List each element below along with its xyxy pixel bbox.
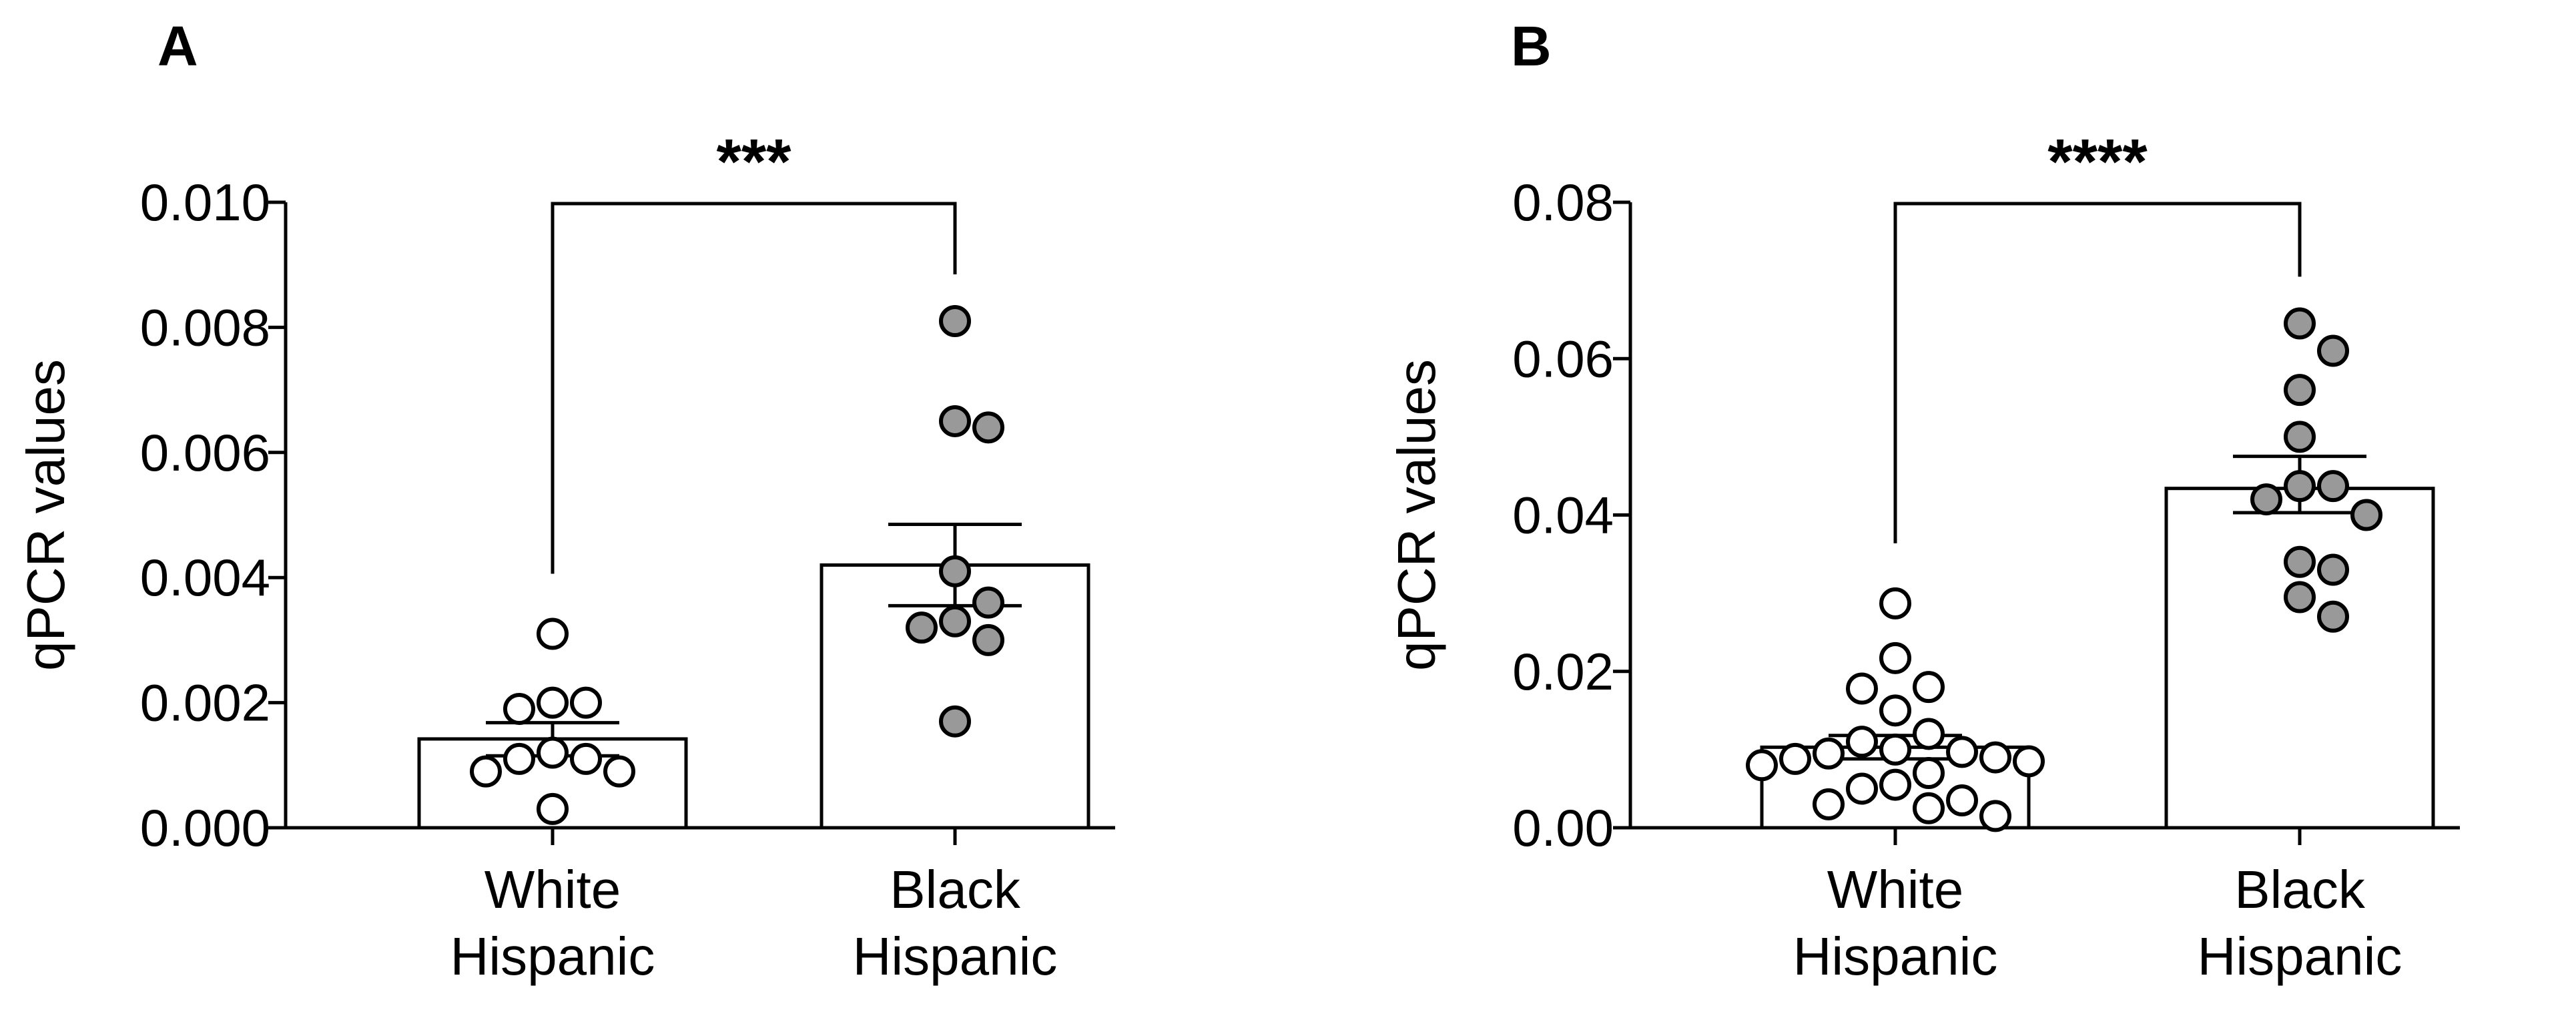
data-point bbox=[2317, 470, 2349, 503]
data-point bbox=[2284, 307, 2316, 340]
data-point bbox=[2284, 470, 2316, 503]
x-category-label: White bbox=[1827, 860, 1964, 919]
x-category-label: Black bbox=[890, 860, 1021, 919]
data-point bbox=[1879, 587, 1911, 619]
y-tick-label: 0.00 bbox=[1512, 798, 1614, 857]
x-category-label: White bbox=[485, 860, 621, 919]
data-point bbox=[2013, 745, 2045, 778]
data-point bbox=[503, 742, 535, 775]
data-point bbox=[939, 605, 971, 638]
significance-label: **** bbox=[2047, 126, 2148, 198]
y-axis-title: qPCR values bbox=[1387, 359, 1446, 671]
data-point bbox=[1913, 671, 1945, 704]
data-point bbox=[1979, 800, 2011, 832]
data-point bbox=[939, 405, 971, 437]
data-point bbox=[503, 692, 535, 725]
data-point bbox=[2317, 600, 2349, 633]
y-tick-label: 0.006 bbox=[140, 423, 270, 482]
data-point bbox=[537, 736, 569, 769]
y-axis-title: qPCR values bbox=[16, 359, 75, 671]
data-point bbox=[2284, 421, 2316, 453]
data-point bbox=[1779, 742, 1811, 775]
data-point bbox=[2350, 499, 2382, 531]
data-point bbox=[1846, 726, 1878, 758]
data-point bbox=[1913, 757, 1945, 790]
significance-bracket bbox=[551, 202, 957, 574]
data-point bbox=[1746, 749, 1778, 782]
x-category-label: Black bbox=[2234, 860, 2366, 919]
y-tick-label: 0.04 bbox=[1512, 486, 1614, 545]
data-point bbox=[1813, 737, 1845, 770]
data-point bbox=[2317, 334, 2349, 367]
data-point bbox=[1846, 772, 1878, 805]
data-point bbox=[537, 792, 569, 825]
data-point bbox=[906, 611, 938, 644]
data-point bbox=[972, 623, 1004, 656]
data-point bbox=[570, 686, 602, 719]
data-point bbox=[537, 686, 569, 719]
y-tick-label: 0.008 bbox=[140, 298, 270, 356]
data-point bbox=[1813, 788, 1845, 820]
data-point bbox=[2284, 374, 2316, 407]
y-tick-label: 0.002 bbox=[140, 674, 270, 732]
data-point bbox=[972, 411, 1004, 444]
y-tick-label: 0.08 bbox=[1512, 173, 1614, 232]
data-point bbox=[470, 755, 502, 788]
data-point bbox=[570, 742, 602, 775]
panel-label-A: A bbox=[157, 15, 198, 77]
bar bbox=[2164, 487, 2435, 830]
data-point bbox=[1879, 694, 1911, 727]
significance-bracket bbox=[1893, 202, 2302, 543]
data-point bbox=[939, 705, 971, 738]
data-point bbox=[2284, 581, 2316, 613]
data-point bbox=[1913, 792, 1945, 824]
y-tick-label: 0.000 bbox=[140, 798, 270, 857]
data-point bbox=[2284, 545, 2316, 578]
x-category-label: Hispanic bbox=[2198, 927, 2402, 986]
data-point bbox=[939, 305, 971, 338]
y-tick-label: 0.004 bbox=[140, 548, 270, 607]
data-point bbox=[1879, 642, 1911, 674]
y-tick-label: 0.02 bbox=[1512, 642, 1614, 701]
data-point bbox=[603, 755, 635, 788]
x-category-label: Hispanic bbox=[853, 927, 1058, 986]
data-point bbox=[1913, 718, 1945, 750]
data-point bbox=[1946, 784, 1978, 817]
data-point bbox=[537, 617, 569, 650]
data-point bbox=[1879, 768, 1911, 801]
data-point bbox=[1846, 672, 1878, 705]
data-point bbox=[1946, 736, 1978, 768]
data-point bbox=[939, 555, 971, 587]
y-tick-label: 0.06 bbox=[1512, 329, 1614, 388]
data-point bbox=[972, 586, 1004, 619]
panel-label-B: B bbox=[1511, 15, 1552, 77]
data-point bbox=[2250, 483, 2282, 516]
x-category-label: Hispanic bbox=[450, 927, 655, 986]
y-tick-label: 0.010 bbox=[140, 173, 270, 232]
data-point bbox=[1979, 741, 2011, 774]
significance-label: *** bbox=[716, 126, 791, 198]
x-category-label: Hispanic bbox=[1793, 927, 1998, 986]
data-point bbox=[2317, 553, 2349, 586]
data-point bbox=[1879, 733, 1911, 766]
